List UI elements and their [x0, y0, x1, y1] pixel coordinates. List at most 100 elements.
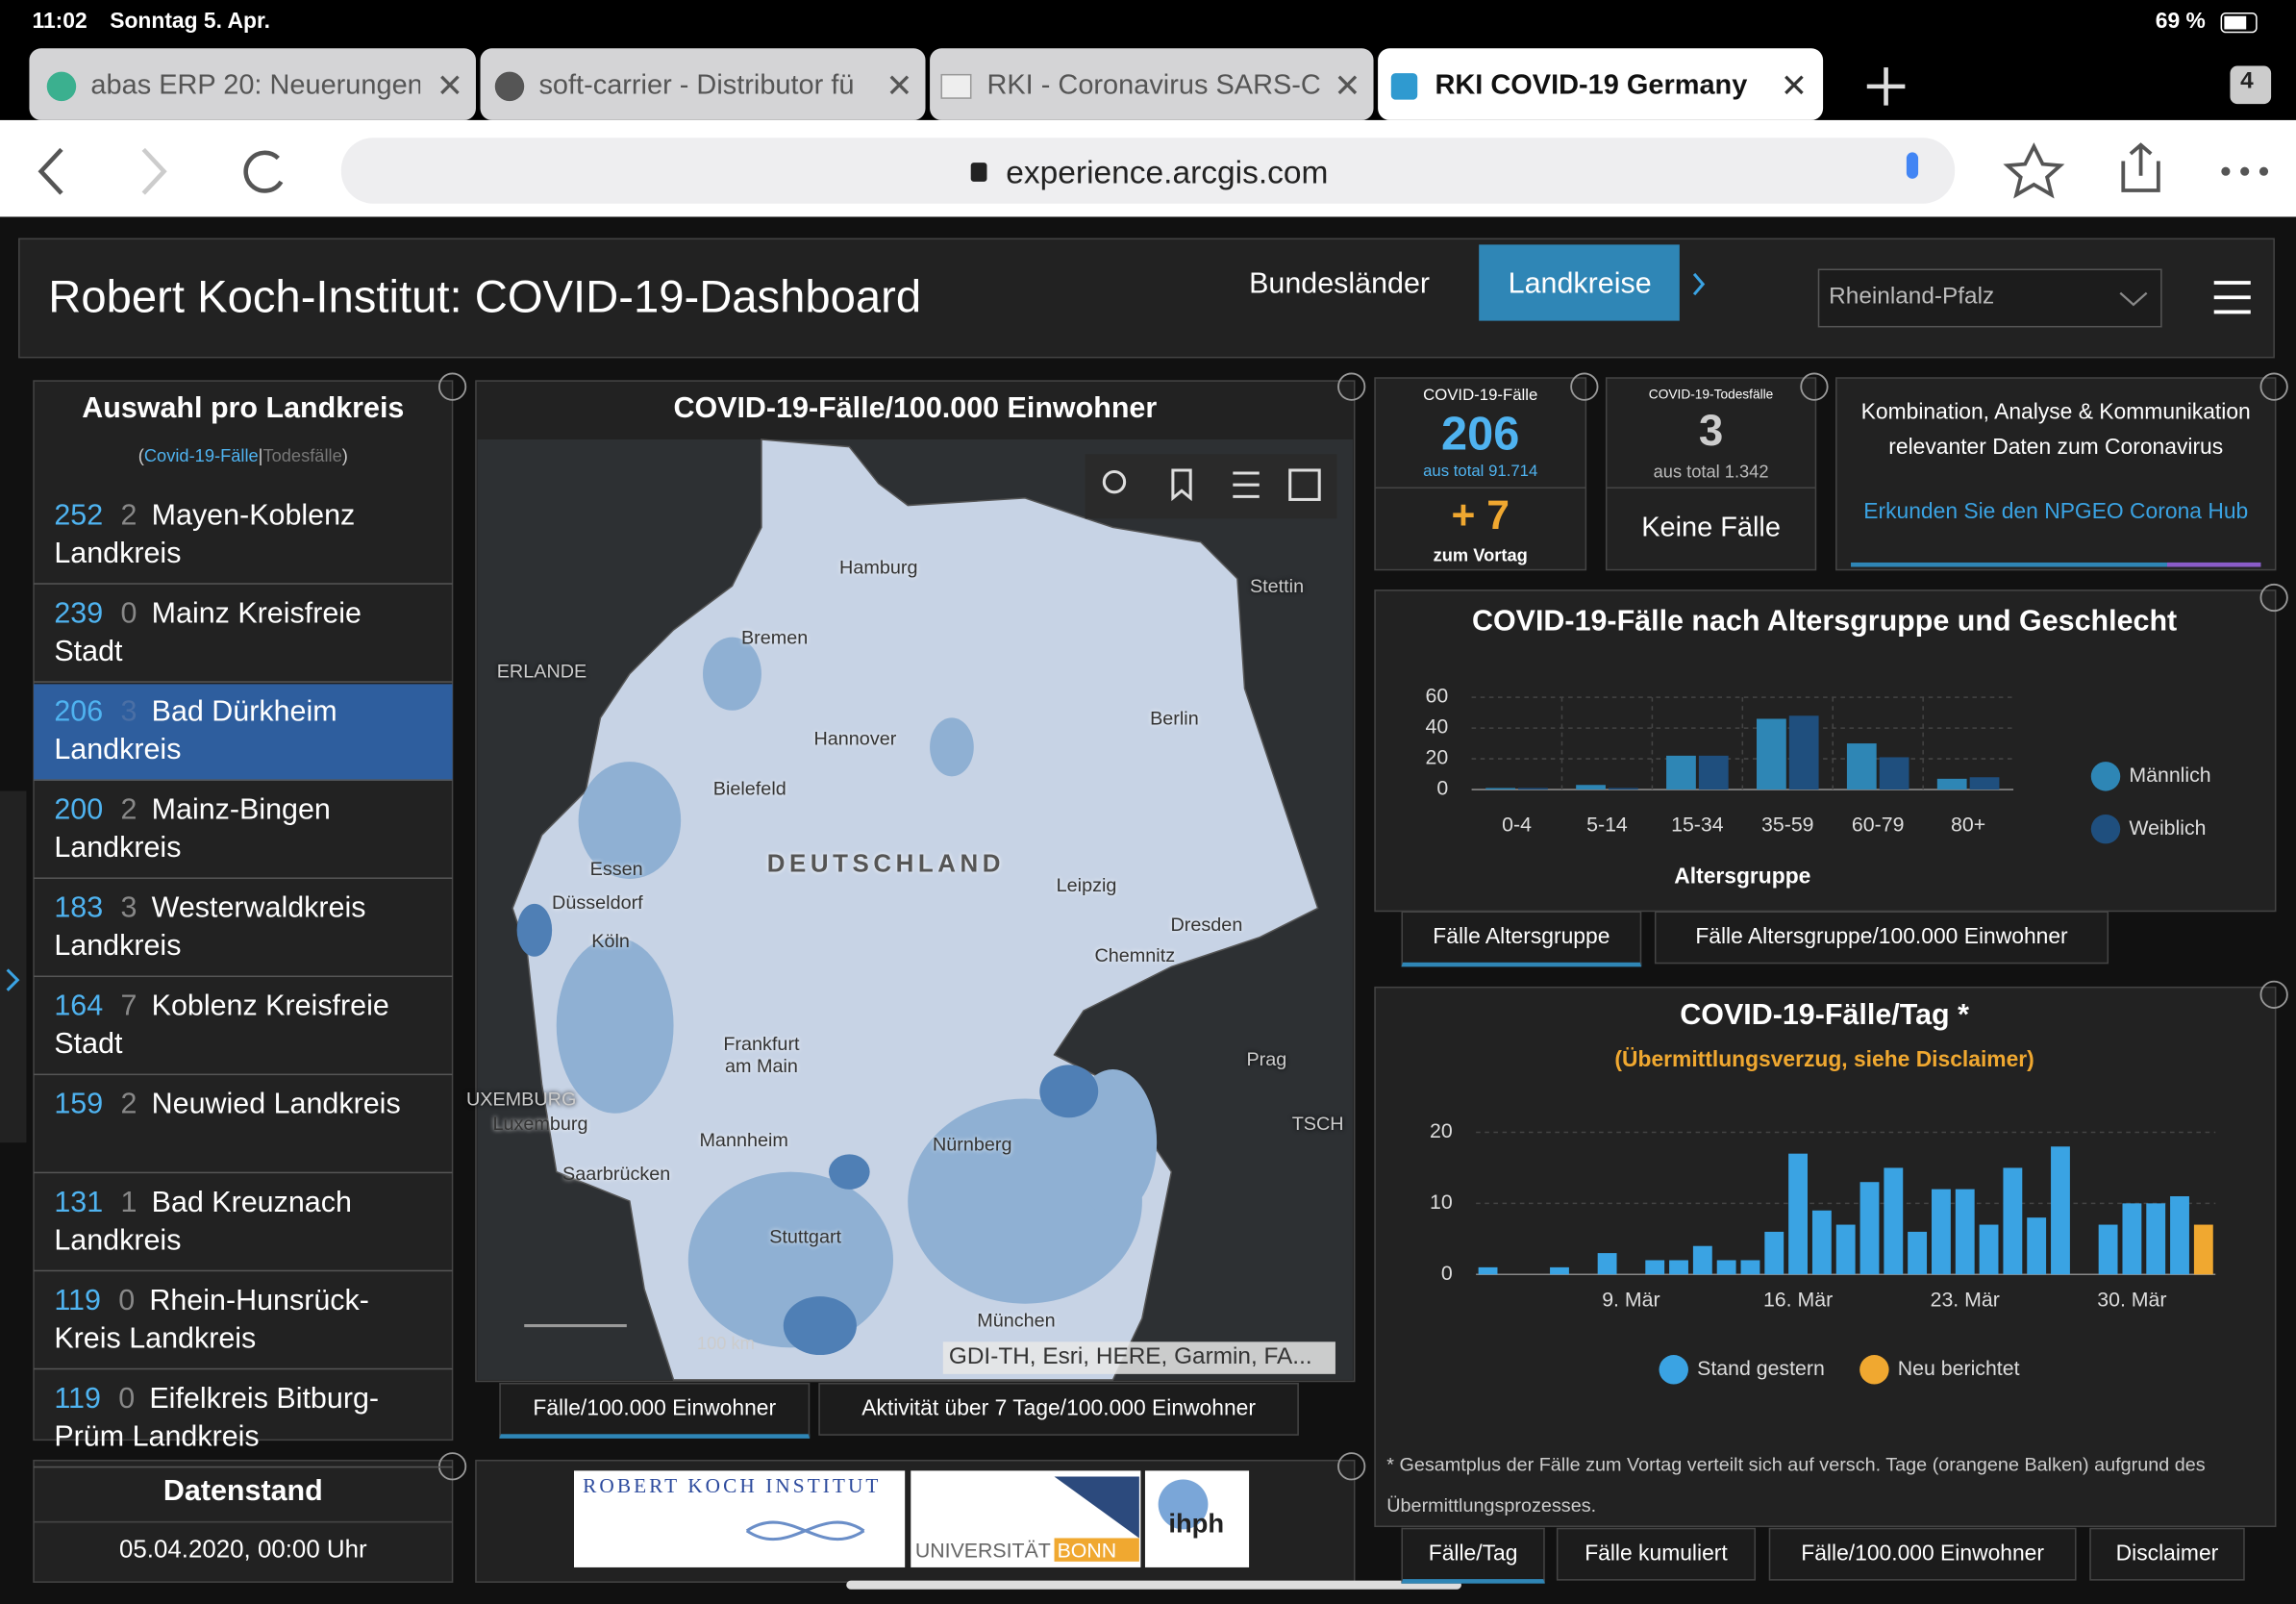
age-tab[interactable]: Fälle Altersgruppe/100.000 Einwohner: [1654, 911, 2109, 965]
bar: [2146, 1203, 2166, 1275]
tab-active[interactable]: [1378, 48, 1824, 120]
list-item[interactable]: 252 2 Mayen-Koblenz Landkreis: [34, 488, 453, 585]
map-label: Leipzig: [1056, 873, 1117, 896]
logo-text: BONN: [1057, 1538, 1117, 1562]
list-item[interactable]: 239 0 Mainz Kreisfreie Stadt: [34, 586, 453, 683]
nav-item-active[interactable]: Landkreise: [1508, 267, 1652, 301]
legend-tool[interactable]: [1233, 471, 1260, 498]
district-name: Koblenz Kreisfreie Stadt: [54, 990, 389, 1061]
list-item[interactable]: 119 0 Rhein-Hunsrück-Kreis Landkreis: [34, 1273, 453, 1370]
tab[interactable]: [930, 48, 1374, 120]
kpi-value: 206: [1441, 407, 1520, 461]
bar: [1936, 778, 1967, 790]
chart-title: COVID-19-Fälle nach Altersgruppe und Ges…: [1472, 604, 2177, 637]
dropdown[interactable]: [1817, 268, 2162, 328]
battery-level: [2224, 15, 2247, 30]
basemap-tool[interactable]: [1288, 468, 1321, 501]
list-subtitle: (Covid-19-Fälle|Todesfälle): [34, 445, 453, 465]
tab-title[interactable]: RKI - Coronavirus SARS-C: [986, 70, 1321, 102]
list-item[interactable]: 119 0 Eifelkreis Bitburg-Prüm Landkreis: [34, 1371, 453, 1468]
case-count: 164: [54, 990, 104, 1023]
url-field[interactable]: [340, 138, 1956, 204]
tab-close[interactable]: ✕: [1334, 67, 1361, 105]
logo-text: ROBERT KOCH INSTITUT: [583, 1476, 882, 1499]
map-label: Dresden: [1170, 913, 1243, 936]
search-tool[interactable]: [1102, 469, 1127, 494]
bar: [1859, 1182, 1880, 1275]
tab-title[interactable]: RKI COVID-19 Germany: [1435, 70, 1748, 102]
more-button[interactable]: [2221, 166, 2269, 176]
side-handle[interactable]: [0, 790, 27, 1143]
daily-tab-active[interactable]: Fälle/Tag: [1401, 1527, 1545, 1584]
map-label: Mannheim: [699, 1128, 788, 1151]
subtitle-deaths[interactable]: Todesfälle: [262, 445, 342, 466]
case-count: 183: [54, 891, 104, 925]
side-arrow[interactable]: [6, 968, 20, 991]
nav-active[interactable]: [1479, 244, 1680, 321]
reload-button[interactable]: [243, 150, 284, 193]
bar: [2098, 1224, 2118, 1275]
daily-tab[interactable]: Fälle/100.000 Einwohner: [1768, 1527, 2077, 1581]
battery-icon: [2220, 12, 2258, 34]
map-label: Nürnberg: [932, 1133, 1012, 1156]
list-item[interactable]: 159 2 Neuwied Landkreis: [34, 1077, 453, 1174]
subtitle-cases[interactable]: Covid-19-Fälle: [143, 445, 259, 466]
tab-count-box[interactable]: [2230, 65, 2272, 105]
list-item[interactable]: 183 3 Westerwaldkreis Landkreis: [34, 880, 453, 978]
map-attribution[interactable]: GDI-TH, Esri, HERE, Garmin, FA...: [948, 1344, 1312, 1370]
tab-count[interactable]: 4: [2240, 68, 2254, 94]
daily-tab[interactable]: Fälle kumuliert: [1556, 1527, 1757, 1581]
y-tick-label: 40: [1425, 715, 1448, 739]
new-tab-button[interactable]: [1866, 67, 1906, 106]
tab-title[interactable]: soft-carrier - Distributor fü: [538, 70, 855, 102]
death-count: 3: [120, 891, 137, 925]
tab-title[interactable]: abas ERP 20: Neuerungen: [90, 70, 421, 102]
rki-logo-mark: [745, 1520, 865, 1541]
kpi-title: COVID-19-Todesfälle: [1648, 387, 1774, 402]
mic-icon[interactable]: [1906, 152, 1919, 179]
info-link[interactable]: Erkunden Sie den NPGEO Corona Hub: [1863, 499, 2249, 525]
tab[interactable]: [480, 48, 926, 120]
tab-close[interactable]: ✕: [886, 67, 913, 105]
nav-item[interactable]: Bundesländer: [1249, 267, 1431, 301]
case-count: 252: [54, 499, 104, 532]
case-count: 159: [54, 1088, 104, 1121]
back-button[interactable]: [37, 147, 63, 195]
forward-button[interactable]: [141, 147, 167, 195]
menu-button[interactable]: [2213, 281, 2251, 314]
bar: [1716, 1260, 1736, 1275]
x-tick-label: 16. Mär: [1763, 1288, 1833, 1311]
bookmark-button[interactable]: [2003, 142, 2065, 199]
share-button[interactable]: [2121, 142, 2160, 192]
nav-arrow[interactable]: [1692, 272, 1706, 296]
death-count: 3: [120, 695, 137, 729]
list-item[interactable]: 131 1 Bad Kreuznach Landkreis: [34, 1175, 453, 1272]
x-tick-label: 60-79: [1852, 814, 1905, 837]
dropdown-value[interactable]: Rheinland-Pfalz: [1829, 284, 1995, 310]
tab[interactable]: [29, 48, 476, 120]
list-item[interactable]: 200 2 Mainz-Bingen Landkreis: [34, 782, 453, 879]
age-tab-active[interactable]: Fälle Altersgruppe: [1401, 911, 1642, 967]
map-tab-active[interactable]: Fälle/100.000 Einwohner: [499, 1382, 811, 1439]
bar: [1979, 1224, 1999, 1275]
daily-tab[interactable]: Disclaimer: [2089, 1527, 2245, 1581]
tab-close[interactable]: ✕: [436, 67, 463, 105]
paren: ): [341, 445, 348, 466]
district-name: Mayen-Koblenz Landkreis: [54, 499, 356, 570]
legend-label: Stand gestern: [1697, 1357, 1825, 1380]
kpi-delta: + 7: [1451, 491, 1510, 539]
district-name: Mainz-Bingen Landkreis: [54, 793, 331, 865]
map-label: TSCH: [1291, 1112, 1344, 1135]
death-count: 0: [118, 1284, 136, 1317]
tab-close[interactable]: ✕: [1780, 67, 1808, 105]
legend-swatch: [2090, 762, 2121, 791]
map-tab[interactable]: Aktivität über 7 Tage/100.000 Einwohner: [818, 1382, 1299, 1436]
bar: [1740, 1260, 1760, 1275]
list-item[interactable]: 164 7 Koblenz Kreisfreie Stadt: [34, 979, 453, 1076]
y-tick-label: 0: [1441, 1262, 1453, 1285]
url[interactable]: experience.arcgis.com: [1006, 153, 1329, 191]
bookmark-tool[interactable]: [1171, 468, 1192, 502]
list-item[interactable]: 206 3 Bad Dürkheim Landkreis: [34, 684, 453, 781]
info-bar: [1851, 562, 2261, 567]
